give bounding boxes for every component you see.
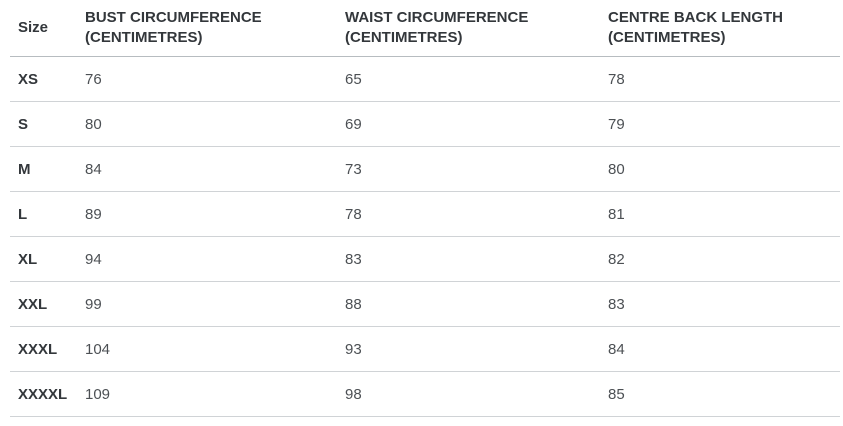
table-row: XXXL 104 93 84 [10, 326, 840, 372]
size-cell: XS [10, 56, 85, 102]
size-cell: XL [10, 236, 85, 282]
bust-value-cell: 94 [85, 236, 345, 282]
column-header-waist: WAIST CIRCUMFERENCE (CENTIMETRES) [345, 0, 608, 57]
size-cell: XXXXL [10, 371, 85, 417]
column-header-size-label: Size [18, 19, 49, 36]
back-value-cell: 78 [608, 56, 840, 102]
back-value-cell: 84 [608, 326, 840, 372]
size-cell: XXXL [10, 326, 85, 372]
bust-value-cell: 80 [85, 101, 345, 147]
column-header-bust-line1: BUST CIRCUMFERENCE [85, 9, 262, 26]
waist-value-cell: 69 [345, 101, 608, 147]
column-header-size: Size [10, 0, 85, 57]
size-cell: L [10, 191, 85, 237]
table-row: XS 76 65 78 [10, 56, 840, 102]
back-value-cell: 81 [608, 191, 840, 237]
size-cell: S [10, 101, 85, 147]
column-header-back: CENTRE BACK LENGTH (CENTIMETRES) [608, 0, 840, 57]
table-row: XL 94 83 82 [10, 236, 840, 282]
column-header-waist-line2: (CENTIMETRES) [345, 29, 463, 46]
size-cell: XXL [10, 281, 85, 327]
waist-value-cell: 88 [345, 281, 608, 327]
back-value-cell: 83 [608, 281, 840, 327]
bust-value-cell: 84 [85, 146, 345, 192]
waist-value-cell: 78 [345, 191, 608, 237]
table-row: S 80 69 79 [10, 101, 840, 147]
table-row: XXL 99 88 83 [10, 281, 840, 327]
size-cell: M [10, 146, 85, 192]
bust-value-cell: 109 [85, 371, 345, 417]
column-header-bust-line2: (CENTIMETRES) [85, 29, 203, 46]
table-row: M 84 73 80 [10, 146, 840, 192]
bust-value-cell: 89 [85, 191, 345, 237]
size-chart-table: Size BUST CIRCUMFERENCE (CENTIMETRES) WA… [10, 0, 840, 417]
back-value-cell: 79 [608, 101, 840, 147]
column-header-back-line1: CENTRE BACK LENGTH [608, 9, 783, 26]
bust-value-cell: 76 [85, 56, 345, 102]
back-value-cell: 80 [608, 146, 840, 192]
table-row: XXXXL 109 98 85 [10, 371, 840, 417]
back-value-cell: 82 [608, 236, 840, 282]
waist-value-cell: 73 [345, 146, 608, 192]
waist-value-cell: 93 [345, 326, 608, 372]
header-row: Size BUST CIRCUMFERENCE (CENTIMETRES) WA… [10, 0, 840, 57]
column-header-waist-line1: WAIST CIRCUMFERENCE [345, 9, 529, 26]
back-value-cell: 85 [608, 371, 840, 417]
column-header-bust: BUST CIRCUMFERENCE (CENTIMETRES) [85, 0, 345, 57]
bust-value-cell: 99 [85, 281, 345, 327]
waist-value-cell: 98 [345, 371, 608, 417]
waist-value-cell: 65 [345, 56, 608, 102]
table-row: L 89 78 81 [10, 191, 840, 237]
waist-value-cell: 83 [345, 236, 608, 282]
column-header-back-line2: (CENTIMETRES) [608, 29, 726, 46]
bust-value-cell: 104 [85, 326, 345, 372]
